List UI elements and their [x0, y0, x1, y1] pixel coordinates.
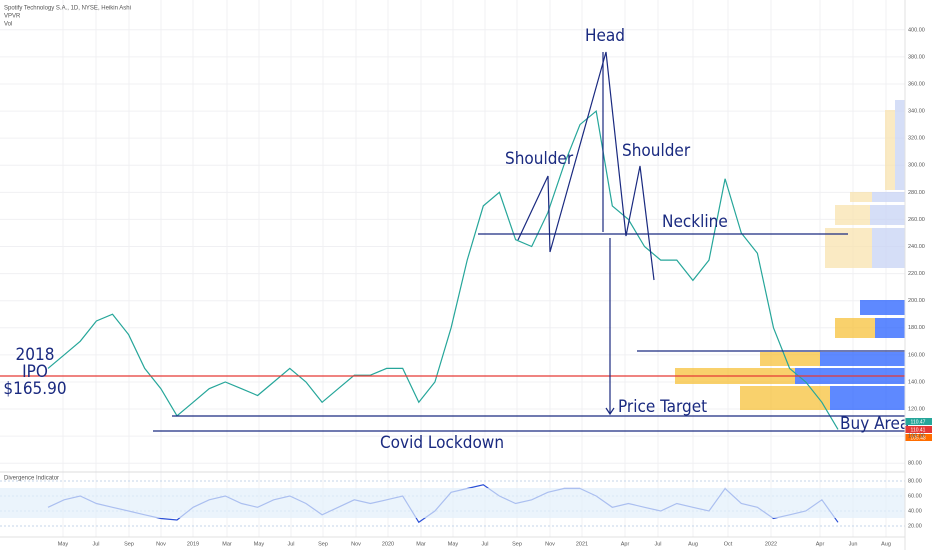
- grid: [0, 0, 905, 537]
- x-tick-label: Jul: [92, 541, 99, 547]
- y-tick-label: 80.00: [908, 461, 922, 467]
- price-tag-label: 110.47: [911, 419, 926, 425]
- x-tick-label: Sep: [124, 541, 134, 547]
- x-tick-label: May: [254, 541, 265, 547]
- y-tick-label: 100.00: [908, 434, 925, 440]
- x-tick-label: Oct: [724, 541, 733, 547]
- volume-profile: [675, 100, 905, 410]
- y-tick-label: 400.00: [908, 27, 925, 33]
- price-tag: [905, 426, 932, 433]
- x-tick-label: Nov: [156, 541, 166, 547]
- x-tick-label: May: [58, 541, 69, 547]
- y-tick-label: 320.00: [908, 136, 925, 142]
- x-tick-label: Jul: [654, 541, 661, 547]
- price-tag: [905, 434, 932, 441]
- x-tick-label: Jun: [849, 541, 858, 547]
- y-tick-label: 180.00: [908, 325, 925, 331]
- x-tick-label: Apr: [621, 541, 630, 547]
- y-tick-label: 60.00: [908, 493, 922, 499]
- x-tick-label: Sep: [512, 541, 522, 547]
- x-tick-label: Mar: [222, 541, 232, 547]
- annotation: Covid Lockdown: [380, 433, 504, 453]
- header-line: VPVR: [4, 14, 21, 20]
- y-tick-label: 160.00: [908, 352, 925, 358]
- annotation: Neckline: [662, 212, 728, 232]
- x-tick-label: 2021: [576, 541, 588, 547]
- x-tick-label: Jul: [287, 541, 294, 547]
- y-tick-label: 300.00: [908, 163, 925, 169]
- x-tick-label: Mar: [416, 541, 426, 547]
- y-tick-label: 20.00: [908, 523, 922, 529]
- y-tick-label: 340.00: [908, 109, 925, 115]
- x-tick-label: Nov: [545, 541, 555, 547]
- arrow-head: [605, 407, 615, 416]
- x-tick-label: Jul: [481, 541, 488, 547]
- y-tick-label: 220.00: [908, 271, 925, 277]
- indicator-title: Divergence Indicator: [4, 476, 59, 482]
- y-tick-label: 140.00: [908, 379, 925, 385]
- header-line: Vol: [4, 22, 12, 28]
- annotation: IPO: [22, 362, 48, 382]
- annotation: Shoulder: [505, 149, 574, 169]
- series-line: [47, 109, 839, 430]
- y-tick-label: 380.00: [908, 54, 925, 60]
- annotation: Price Target: [618, 397, 707, 417]
- x-tick-label: 2019: [187, 541, 199, 547]
- x-tick-label: May: [448, 541, 459, 547]
- annotation: Head: [585, 26, 625, 46]
- x-tick-label: Aug: [688, 541, 698, 547]
- y-tick-label: 200.00: [908, 298, 925, 304]
- x-tick-label: 2022: [765, 541, 777, 547]
- x-tick-label: 2020: [382, 541, 394, 547]
- y-tick-label: 360.00: [908, 81, 925, 87]
- y-tick-label: 120.00: [908, 407, 925, 413]
- y-tick-label: 40.00: [908, 508, 922, 514]
- y-tick-label: 240.00: [908, 244, 925, 250]
- annotation: $165.90: [3, 379, 66, 399]
- price-tag-label: 110.41: [911, 427, 926, 433]
- annotation: Shoulder: [622, 141, 691, 161]
- y-tick-label: 260.00: [908, 217, 925, 223]
- y-tick-label: 80.00: [908, 478, 922, 484]
- x-tick-label: Aug: [881, 541, 891, 547]
- x-tick-label: Nov: [351, 541, 361, 547]
- price-tag: [905, 418, 932, 425]
- pattern: [517, 51, 655, 281]
- annotation: Buy Area: [840, 414, 909, 434]
- price-tag-label: 105.48: [910, 435, 926, 441]
- indicator-band: [0, 488, 905, 518]
- header-title: Spotify Technology S.A., 1D, NYSE, Heiki…: [4, 6, 131, 12]
- x-tick-label: Sep: [318, 541, 328, 547]
- annotation: 2018: [16, 345, 55, 365]
- y-tick-label: 280.00: [908, 190, 925, 196]
- x-tick-label: Apr: [816, 541, 825, 547]
